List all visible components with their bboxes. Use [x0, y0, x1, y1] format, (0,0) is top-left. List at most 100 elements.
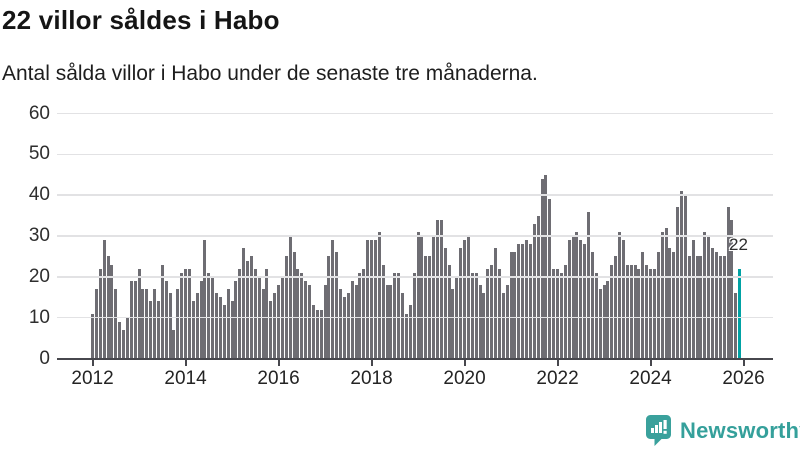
bar: [397, 272, 401, 359]
bar: [544, 174, 548, 359]
bar: [98, 268, 102, 359]
x-tick-label: 2024: [629, 368, 672, 389]
bar: [226, 289, 230, 359]
newsworthy-logo: Newsworthy: [644, 414, 800, 447]
bar: [432, 236, 436, 359]
x-axis-tick: [184, 360, 187, 366]
bar: [435, 219, 439, 359]
x-axis-line: [57, 357, 773, 360]
bar: [424, 256, 428, 359]
bar: [428, 256, 432, 359]
bar: [633, 264, 637, 359]
bar: [304, 280, 308, 359]
bar: [118, 321, 122, 359]
bar: [734, 293, 738, 359]
bar: [253, 268, 257, 359]
gridline: [57, 194, 773, 196]
bar: [490, 264, 494, 359]
bar: [567, 240, 571, 359]
bar: [176, 289, 180, 359]
bar: [346, 293, 350, 359]
bar: [323, 285, 327, 359]
bar: [284, 256, 288, 359]
bar: [366, 240, 370, 359]
bar: [618, 231, 622, 359]
bar: [257, 276, 261, 359]
bar: [532, 223, 536, 359]
y-tick-label: 60: [28, 102, 50, 124]
x-tick-label: 2012: [71, 368, 114, 389]
bar: [540, 178, 544, 359]
bar: [517, 244, 521, 359]
bar: [536, 215, 540, 359]
bar: [311, 305, 315, 359]
bar: [680, 191, 684, 359]
bar: [474, 272, 478, 359]
bar: [269, 301, 273, 359]
bar: [129, 280, 133, 359]
bar: [455, 276, 459, 359]
x-axis-tick: [742, 360, 745, 366]
bar: [579, 240, 583, 359]
bar: [354, 285, 358, 359]
bar: [106, 256, 110, 359]
bar: [695, 256, 699, 359]
bar: [381, 264, 385, 359]
bar: [408, 305, 412, 359]
bar: [102, 240, 106, 359]
x-tick-label: 2026: [722, 368, 765, 389]
x-axis-tick: [463, 360, 466, 366]
bar: [672, 252, 676, 359]
bar: [656, 252, 660, 359]
bar: [261, 289, 265, 359]
bar: [718, 256, 722, 359]
bar: [594, 272, 598, 359]
y-tick-label: 20: [28, 265, 50, 287]
chart-title: 22 villor såldes i Habo: [2, 5, 280, 35]
bar: [497, 268, 501, 359]
bar: [401, 293, 405, 359]
bar: [222, 305, 226, 359]
bar: [730, 219, 734, 359]
bar: [195, 293, 199, 359]
bar: [339, 289, 343, 359]
bar: [389, 285, 393, 359]
bar: [621, 240, 625, 359]
x-axis-tick: [277, 360, 280, 366]
bar: [563, 264, 567, 359]
x-tick-label: 2016: [257, 368, 300, 389]
bar: [652, 268, 656, 359]
bar: [525, 240, 529, 359]
bar: [191, 301, 195, 359]
bar: [501, 293, 505, 359]
x-tick-label: 2014: [164, 368, 207, 389]
bar: [288, 236, 292, 359]
bar: [110, 264, 114, 359]
highlight-bar: [738, 268, 742, 359]
bar: [703, 231, 707, 359]
bar: [575, 231, 579, 359]
bar: [629, 264, 633, 359]
bar: [478, 285, 482, 359]
bar: [234, 280, 238, 359]
bar: [133, 280, 137, 359]
bar: [687, 256, 691, 359]
bar: [362, 268, 366, 359]
bar: [184, 268, 188, 359]
bar: [714, 252, 718, 359]
bar: [404, 313, 408, 359]
bar: [94, 289, 98, 359]
bar: [587, 211, 591, 359]
bar: [676, 207, 680, 359]
bar: [319, 309, 323, 359]
bar: [466, 236, 470, 359]
bar: [625, 264, 629, 359]
y-tick-label: 50: [28, 143, 50, 165]
x-tick-label: 2020: [443, 368, 486, 389]
bar: [377, 231, 381, 359]
x-axis-tick: [91, 360, 94, 366]
bar: [494, 248, 498, 359]
bar: [443, 248, 447, 359]
